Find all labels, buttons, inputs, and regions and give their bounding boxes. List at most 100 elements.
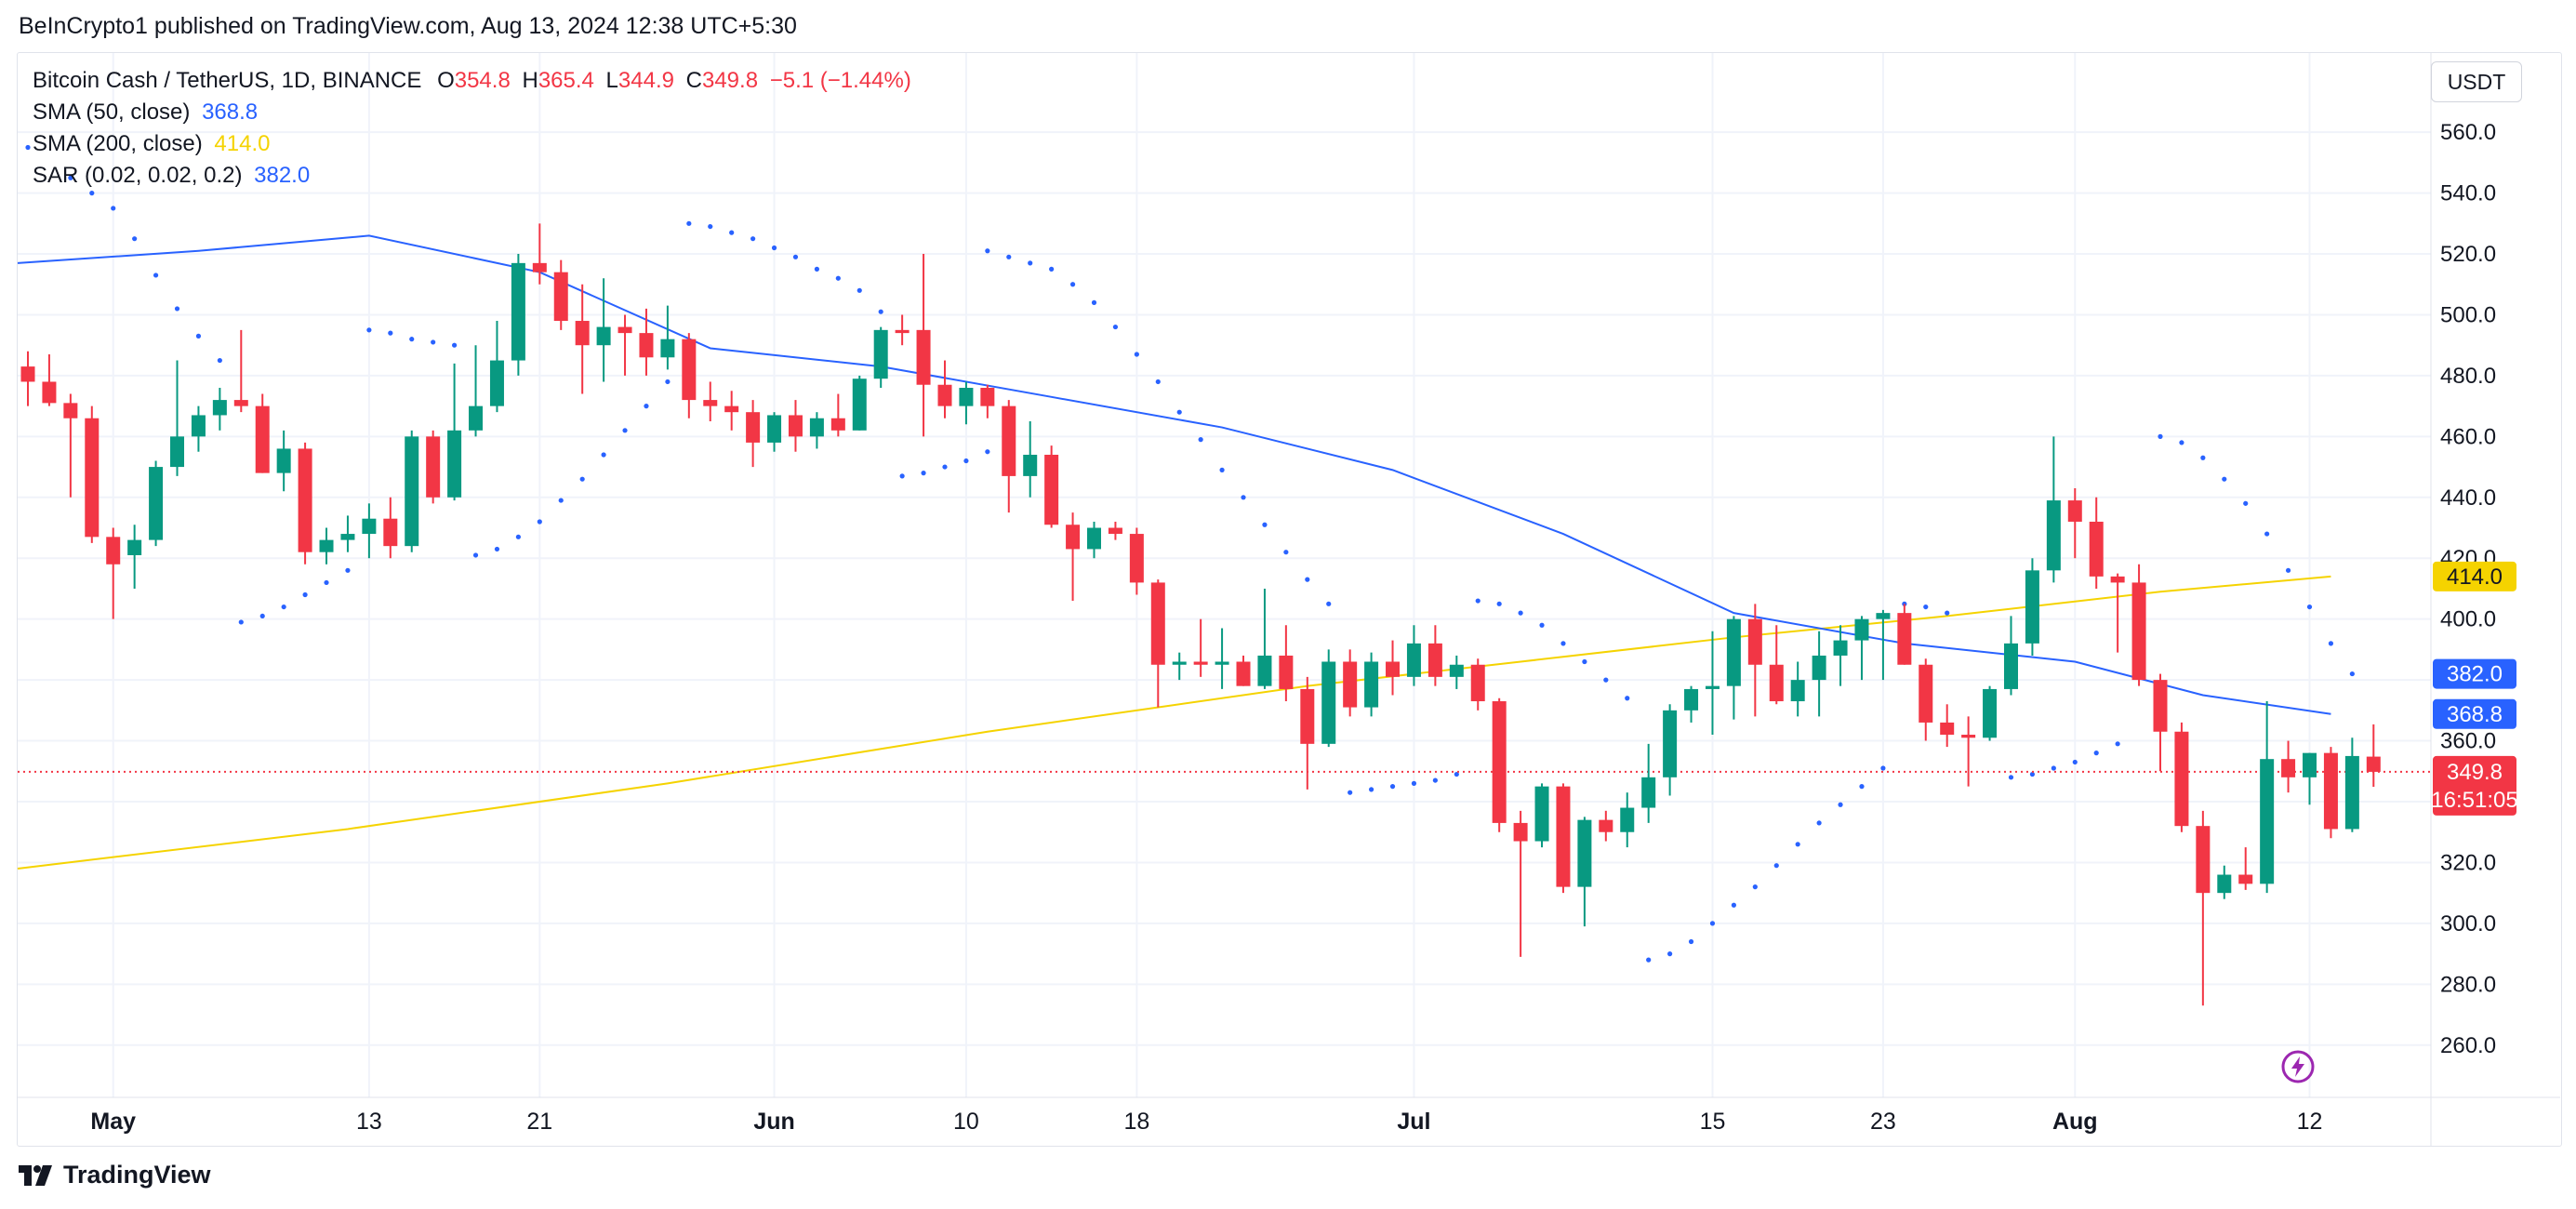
x-tick-label: 18 xyxy=(1123,1109,1149,1135)
candle xyxy=(1364,652,1379,717)
y-tick-label: 480.0 xyxy=(2440,364,2496,389)
candle xyxy=(106,527,121,619)
x-tick-label: 12 xyxy=(2297,1109,2323,1135)
sar-dot xyxy=(2158,433,2163,439)
y-tick-label: 260.0 xyxy=(2440,1033,2496,1058)
grid-lines xyxy=(18,53,2431,1097)
candle-body xyxy=(469,405,484,431)
sma200-value: 414.0 xyxy=(214,131,271,156)
candle xyxy=(426,430,441,504)
candle xyxy=(2196,810,2211,1006)
legend-sar-row[interactable]: SAR (0.02, 0.02, 0.2) 382.0 xyxy=(33,160,911,192)
symbol-title[interactable]: Bitcoin Cash / TetherUS, 1D, BINANCE xyxy=(33,68,422,93)
candle-body xyxy=(1343,661,1358,708)
candle-body xyxy=(1940,722,1955,736)
candle xyxy=(916,254,931,437)
currency-button[interactable]: USDT xyxy=(2431,61,2522,102)
candle-body xyxy=(2131,582,2146,681)
sar-dot xyxy=(579,476,585,482)
candle-body xyxy=(1747,618,1762,665)
candle xyxy=(1726,616,1741,720)
candle-body xyxy=(85,418,100,538)
candle-body xyxy=(1641,777,1656,808)
candle xyxy=(1961,716,1976,787)
sar-dot xyxy=(174,306,180,312)
x-tick-label: 15 xyxy=(1700,1109,1726,1135)
candle-body xyxy=(532,262,547,272)
candle-body xyxy=(447,430,462,498)
candle-body xyxy=(1002,405,1016,476)
candle-body xyxy=(1577,819,1592,887)
candle-body xyxy=(1066,525,1081,550)
candle-body xyxy=(1556,786,1571,887)
candle xyxy=(383,497,398,559)
candle xyxy=(1150,579,1165,708)
sar-dot xyxy=(472,552,479,558)
legend-sma50-row[interactable]: SMA (50, close) 368.8 xyxy=(33,97,911,128)
candle-body xyxy=(106,537,121,565)
sar-dot xyxy=(1518,610,1523,616)
candle-body xyxy=(1961,735,1976,738)
candle-body xyxy=(1790,680,1805,702)
sar-dot xyxy=(494,546,500,552)
candle xyxy=(937,360,952,418)
price-label-text: 414.0 xyxy=(2447,565,2503,590)
candle-body xyxy=(1492,701,1507,823)
sar-dot xyxy=(1155,379,1161,385)
candle xyxy=(873,326,888,389)
y-tick-label: 280.0 xyxy=(2440,972,2496,997)
candle xyxy=(1940,704,1955,748)
sar-dot xyxy=(1603,677,1609,683)
candle xyxy=(1023,421,1038,498)
y-tick-label: 540.0 xyxy=(2440,181,2496,206)
sar-dot xyxy=(942,464,948,470)
candle xyxy=(2067,487,2082,559)
candle xyxy=(596,278,611,382)
sar-dot xyxy=(1709,921,1716,926)
sar-dot xyxy=(1582,658,1587,665)
candle xyxy=(63,393,78,498)
candle xyxy=(20,351,35,406)
candle-body xyxy=(42,381,57,404)
sar-dot xyxy=(985,248,990,254)
price-label-box xyxy=(2433,561,2516,591)
candle xyxy=(959,381,974,425)
sar-dot xyxy=(1731,902,1736,908)
candle xyxy=(1300,676,1315,790)
candle-body xyxy=(1300,688,1315,744)
candle xyxy=(617,314,632,376)
candle xyxy=(2217,865,2232,899)
candle-body xyxy=(1257,655,1272,686)
candle xyxy=(1983,685,1998,741)
sar-dot xyxy=(1176,409,1182,415)
candle xyxy=(1812,631,1826,717)
candle-body xyxy=(660,339,675,358)
brand-label: TradingView xyxy=(63,1161,211,1189)
candle xyxy=(1449,655,1464,689)
candle-body xyxy=(426,436,441,498)
sar-dot xyxy=(1134,352,1139,357)
legend-ohlc-row: Bitcoin Cash / TetherUS, 1D, BINANCE O35… xyxy=(33,65,911,97)
sar-dot xyxy=(1859,784,1865,790)
candle-body xyxy=(575,321,590,346)
candle-body xyxy=(1876,613,1891,619)
candle xyxy=(746,400,761,468)
candle-body xyxy=(511,262,525,361)
candle-body xyxy=(2238,874,2253,884)
candle-body xyxy=(1705,685,1720,689)
sar-dot xyxy=(1283,550,1289,555)
candle xyxy=(191,405,206,452)
candle xyxy=(2153,673,2168,772)
sar-dot xyxy=(729,230,735,235)
candle xyxy=(2323,747,2338,839)
legend-sma200-row[interactable]: SMA (200, close) 414.0 xyxy=(33,128,911,160)
sar-dot xyxy=(1838,802,1843,807)
sar-dot xyxy=(2222,476,2227,482)
sar-value: 382.0 xyxy=(254,163,311,188)
lightning-icon[interactable] xyxy=(2281,1050,2315,1083)
sar-dot xyxy=(1389,784,1396,790)
sar-dot xyxy=(1305,577,1310,582)
candle xyxy=(1769,625,1784,705)
sar-dot xyxy=(238,619,244,625)
